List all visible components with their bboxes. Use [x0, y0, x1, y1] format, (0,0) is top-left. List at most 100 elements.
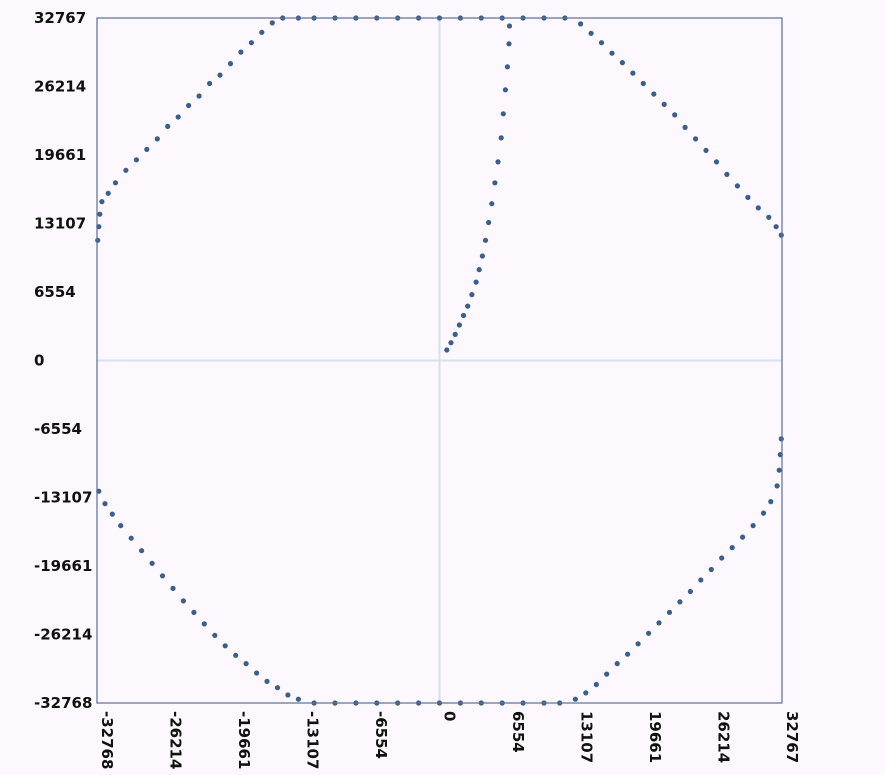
data-point	[175, 114, 181, 120]
data-point	[719, 555, 725, 561]
data-point	[479, 253, 485, 259]
x-tick-label: 6554	[509, 711, 527, 753]
data-point	[724, 171, 730, 177]
data-point	[778, 436, 784, 442]
data-point	[123, 167, 129, 173]
data-point	[776, 467, 782, 473]
y-tick-label: 32767	[34, 9, 86, 27]
data-point	[144, 146, 150, 152]
x-tick-label: 32767	[783, 711, 801, 763]
data-point	[583, 690, 589, 696]
x-tick-label: 19661	[646, 711, 664, 763]
data-point	[444, 347, 450, 353]
data-point	[504, 64, 510, 70]
data-point	[259, 29, 265, 35]
y-tick-label: -32768	[34, 694, 92, 712]
data-point	[672, 112, 678, 118]
x-tick-label: 0	[441, 711, 459, 721]
data-point	[285, 692, 291, 698]
data-point	[774, 483, 780, 489]
y-tick-label: -13107	[34, 488, 92, 506]
y-axis-tick-labels: -32768 -26214 -19661 -13107 -6554 0 6554 13107 1…	[34, 9, 92, 712]
y-tick-label: 0	[34, 351, 44, 369]
data-point	[95, 237, 101, 243]
data-point	[630, 70, 636, 76]
data-point	[760, 510, 767, 516]
data-point	[159, 573, 166, 579]
data-point	[708, 566, 714, 573]
data-point	[180, 598, 186, 604]
data-point	[578, 21, 584, 27]
data-point	[506, 23, 513, 29]
data-point	[635, 641, 641, 647]
x-tick-label: -19661	[235, 711, 253, 769]
data-point	[264, 678, 270, 685]
data-point	[482, 237, 489, 243]
data-point	[687, 588, 694, 595]
data-point	[248, 40, 254, 46]
data-point	[682, 124, 688, 130]
data-point	[222, 643, 228, 649]
data-point	[476, 267, 482, 273]
data-point	[745, 194, 751, 200]
data-points	[95, 15, 784, 706]
data-point	[274, 685, 281, 691]
data-point	[99, 199, 105, 205]
data-point	[498, 135, 504, 141]
x-tick-label: -32768	[98, 711, 116, 769]
data-point	[604, 671, 610, 677]
data-point	[492, 180, 498, 186]
data-point	[486, 219, 492, 226]
data-point	[614, 661, 620, 667]
data-point	[740, 534, 746, 540]
data-point	[693, 136, 699, 142]
x-tick-label: 13107	[578, 711, 596, 763]
data-point	[698, 577, 704, 583]
data-point	[456, 322, 462, 328]
data-point	[469, 292, 475, 298]
data-point	[773, 224, 779, 230]
data-point	[593, 681, 599, 688]
data-point	[112, 180, 119, 186]
data-point	[502, 87, 508, 93]
data-point	[201, 621, 207, 627]
data-point	[500, 111, 506, 117]
data-point	[186, 102, 192, 109]
data-point	[625, 651, 631, 657]
data-point	[139, 548, 145, 554]
plot-frame	[96, 17, 783, 704]
data-point	[128, 535, 134, 541]
y-tick-label: -6554	[34, 420, 82, 438]
data-point	[217, 72, 223, 78]
data-point	[460, 312, 467, 319]
data-point	[661, 101, 667, 107]
data-point	[572, 696, 579, 702]
data-point	[212, 632, 218, 639]
y-tick-label: 6554	[34, 283, 76, 301]
data-point	[196, 93, 202, 99]
y-tick-label: 19661	[34, 146, 86, 164]
data-point	[465, 303, 471, 309]
x-tick-label: -13107	[304, 711, 322, 769]
data-point	[133, 157, 139, 163]
data-point	[588, 30, 594, 36]
x-axis-tick-labels: -32768 -26214 -19661 -13107 -6554 0 6554 13107 1…	[98, 711, 801, 769]
data-point	[677, 599, 683, 605]
x-tick-label: -26214	[167, 711, 185, 769]
data-point	[448, 340, 454, 346]
data-point	[651, 91, 657, 97]
data-point	[170, 585, 176, 592]
data-point	[238, 49, 244, 55]
data-point	[703, 147, 709, 153]
data-point	[473, 279, 479, 285]
data-point	[269, 20, 275, 26]
data-point	[243, 661, 249, 667]
data-point	[452, 331, 458, 337]
data-point	[105, 190, 111, 196]
data-point	[295, 696, 301, 702]
y-tick-label: 26214	[34, 77, 86, 95]
data-point	[646, 630, 652, 636]
data-point	[506, 41, 512, 47]
y-tick-label: 13107	[34, 214, 86, 232]
